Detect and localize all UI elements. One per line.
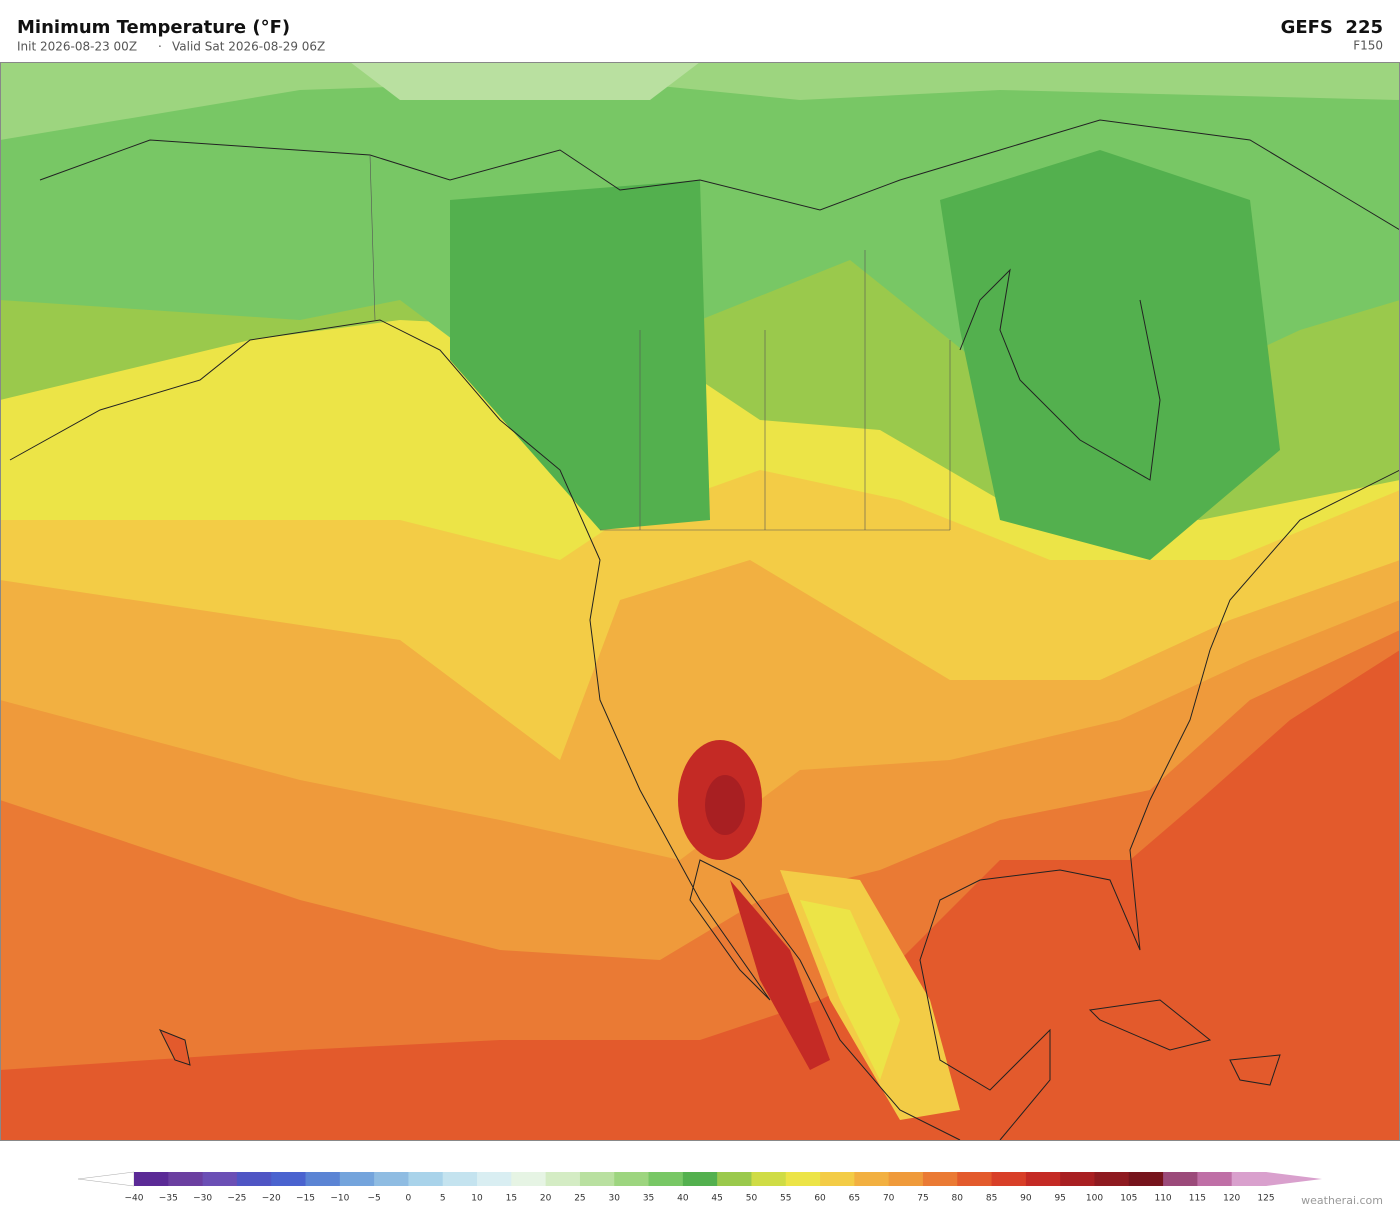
map [0,62,1400,1141]
colorbar: −40 −35 −30 −25 −20 −15 −10 −5 0 5 10 15 20 25 30 35 40 4… [77,1171,1322,1204]
colorbar-swatch [202,1172,238,1186]
colorbar-swatch [888,1172,924,1186]
colorbar-swatch [511,1172,547,1186]
colorbar-label: 80 [952,1194,964,1204]
colorbar-swatch [236,1172,272,1186]
colorbar-swatch [922,1172,958,1186]
colorbar-label: 60 [814,1194,826,1204]
colorbar-swatch [271,1172,307,1186]
credit: weatherai.com [1301,1194,1383,1207]
colorbar-label: 85 [986,1194,997,1204]
colorbar-label: 45 [711,1194,722,1204]
colorbar-swatch [1163,1172,1198,1186]
colorbar-label: 70 [883,1194,895,1204]
colorbar-label: 25 [574,1194,585,1204]
title: Minimum Temperature (°F) [17,17,290,38]
colorbar-swatch [682,1172,718,1186]
colorbar-swatch [751,1172,787,1186]
colorbar-label: 10 [471,1194,483,1204]
colorbar-label: 110 [1154,1194,1171,1204]
separator: · [158,40,162,54]
colorbar-swatch [614,1172,650,1186]
colorbar-label: −35 [159,1194,178,1204]
colorbar-under [77,1171,135,1187]
colorbar-label: 35 [643,1194,654,1204]
colorbar-swatch [1060,1172,1095,1186]
colorbar-label: 115 [1189,1194,1206,1204]
colorbar-swatch [477,1172,512,1186]
colorbar-label: −5 [367,1194,380,1204]
colorbar-label: 20 [540,1194,552,1204]
colorbar-swatch [991,1172,1027,1186]
colorbar-label: −40 [125,1194,144,1204]
colorbar-swatch [374,1172,409,1186]
colorbar-swatch [1025,1172,1061,1186]
colorbar-label: 50 [746,1194,758,1204]
colorbar-swatch [339,1172,375,1186]
colorbar-label: −25 [227,1194,246,1204]
colorbar-label: 75 [917,1194,928,1204]
colorbar-label: −10 [330,1194,349,1204]
colorbar-label: 15 [506,1194,517,1204]
colorbar-swatch [134,1172,169,1186]
colorbar-label: 55 [780,1194,791,1204]
colorbar-swatch [957,1172,993,1186]
colorbar-label: −15 [296,1194,315,1204]
colorbar-label: 95 [1054,1194,1065,1204]
colorbar-swatch [820,1172,855,1186]
colorbar-swatch [168,1172,204,1186]
colorbar-label: 125 [1257,1194,1274,1204]
colorbar-swatch [648,1172,684,1186]
colorbar-swatch [785,1172,821,1186]
colorbar-swatch [1197,1172,1233,1186]
colorbar-label: 100 [1086,1194,1103,1204]
colorbar-swatch [1094,1172,1130,1186]
colorbar-swatch [442,1172,478,1186]
colorbar-label: 40 [677,1194,689,1204]
colorbar-label: 30 [609,1194,621,1204]
colorbar-label: −20 [262,1194,281,1204]
colorbar-label: 0 [406,1194,412,1204]
colorbar-label: 120 [1223,1194,1240,1204]
colorbar-label: 65 [849,1194,860,1204]
colorbar-over [1266,1172,1322,1186]
colorbar-swatch [579,1172,615,1186]
colorbar-swatch [1231,1172,1267,1186]
colorbar-label: 90 [1020,1194,1032,1204]
colorbar-label: 5 [440,1194,446,1204]
colorbar-label: −30 [193,1194,212,1204]
colorbar-swatch [545,1172,581,1186]
colorbar-swatch [854,1172,890,1186]
init-time: Init 2026-08-23 00Z [17,40,137,54]
colorbar-swatch [408,1172,444,1186]
colorbar-swatch [305,1172,341,1186]
colorbar-label: 105 [1120,1194,1137,1204]
colorbar-swatch [717,1172,752,1186]
colorbar-swatch [1128,1172,1164,1186]
model: GEFS 225 [1281,17,1383,38]
valid-time: Valid Sat 2026-08-29 06Z [172,40,325,54]
forecast-hour: F150 [1353,39,1383,53]
